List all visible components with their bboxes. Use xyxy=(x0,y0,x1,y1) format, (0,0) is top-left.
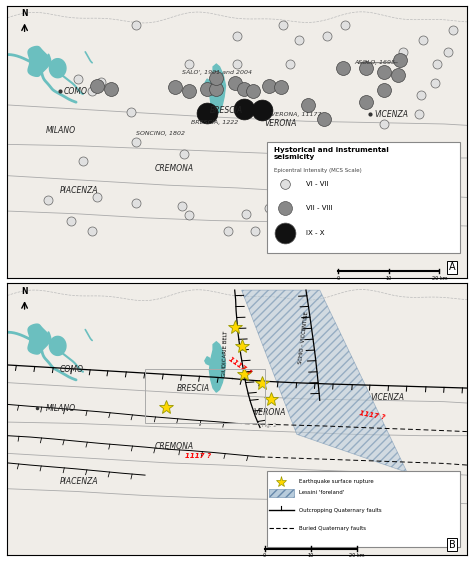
FancyBboxPatch shape xyxy=(267,471,460,547)
Text: MILANO: MILANO xyxy=(46,126,76,135)
Polygon shape xyxy=(205,79,212,88)
Text: A: A xyxy=(449,262,456,272)
Text: BRESCIA: BRESCIA xyxy=(177,384,210,393)
Polygon shape xyxy=(242,290,407,472)
Text: Buried Quaternary faults: Buried Quaternary faults xyxy=(299,526,366,531)
Text: 20 km: 20 km xyxy=(431,276,447,281)
Polygon shape xyxy=(49,59,66,78)
Text: VERONA: VERONA xyxy=(253,408,285,417)
Text: B: B xyxy=(449,540,456,550)
Text: VI - VII: VI - VII xyxy=(306,181,328,187)
FancyBboxPatch shape xyxy=(267,142,460,253)
Text: 10: 10 xyxy=(308,554,314,559)
Polygon shape xyxy=(210,342,226,392)
Text: 1117 ?: 1117 ? xyxy=(227,356,252,376)
Text: 20 km: 20 km xyxy=(349,554,365,559)
Text: VERONA: VERONA xyxy=(264,119,297,128)
Text: Fig. 2: Fig. 2 xyxy=(262,424,277,429)
Polygon shape xyxy=(205,357,212,365)
Text: Earthquake surface rupture: Earthquake surface rupture xyxy=(299,480,374,485)
Text: 1117 ?: 1117 ? xyxy=(359,410,386,421)
Text: VICENZA: VICENZA xyxy=(370,393,404,402)
Text: N: N xyxy=(21,9,28,18)
Text: CREMONA: CREMONA xyxy=(154,164,193,173)
Text: BRESCIA, 1222: BRESCIA, 1222 xyxy=(191,120,238,125)
Polygon shape xyxy=(28,47,50,76)
Text: MILANO: MILANO xyxy=(46,404,76,413)
Text: BRESCIA: BRESCIA xyxy=(210,106,243,115)
Text: 0: 0 xyxy=(337,276,340,281)
Text: VERONA, 11177: VERONA, 11177 xyxy=(272,112,322,117)
Text: CREMONA: CREMONA xyxy=(154,442,193,451)
Polygon shape xyxy=(210,64,226,114)
Text: COMO: COMO xyxy=(60,365,84,374)
Text: 0: 0 xyxy=(263,554,266,559)
Text: 10: 10 xyxy=(386,276,392,281)
Text: Outcropping Quaternary faults: Outcropping Quaternary faults xyxy=(299,508,382,513)
Text: Epicentral Intensity (MCS Scale): Epicentral Intensity (MCS Scale) xyxy=(274,168,362,172)
Text: SALO', 1901 and 2004: SALO', 1901 and 2004 xyxy=(182,70,252,75)
Text: VICENZA: VICENZA xyxy=(374,110,408,119)
Text: Lessini 'foreland': Lessini 'foreland' xyxy=(299,490,344,495)
Polygon shape xyxy=(269,489,293,497)
Text: PIACENZA: PIACENZA xyxy=(60,186,99,195)
Polygon shape xyxy=(28,324,50,354)
Text: COMO: COMO xyxy=(64,87,88,96)
Polygon shape xyxy=(49,337,66,356)
Text: ASOLO, 1695: ASOLO, 1695 xyxy=(354,60,395,65)
Text: IX - X: IX - X xyxy=(306,230,325,236)
Text: VII - VIII: VII - VIII xyxy=(306,205,332,211)
Text: SCHIO - VICCENTINE: SCHIO - VICCENTINE xyxy=(298,311,310,364)
Text: Hystorical and instrumental
seismicity: Hystorical and instrumental seismicity xyxy=(274,146,389,159)
Text: 1117 ?: 1117 ? xyxy=(185,453,211,459)
Text: PIACENZA: PIACENZA xyxy=(60,477,99,486)
Text: SONCINO, 1802: SONCINO, 1802 xyxy=(136,131,185,136)
Text: GIUDICARIE BELT: GIUDICARIE BELT xyxy=(222,331,229,377)
Text: N: N xyxy=(21,287,28,296)
